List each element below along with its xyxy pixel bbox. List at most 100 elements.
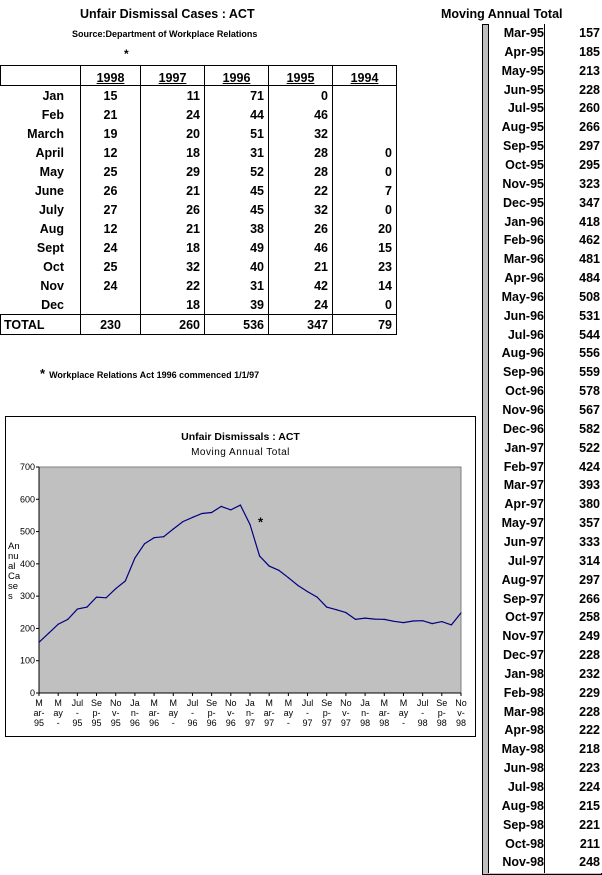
total-value: 347 bbox=[579, 195, 600, 210]
table-cell: 79 bbox=[332, 314, 397, 335]
list-item: May-98 218 bbox=[489, 740, 602, 759]
month-label: Jul-96 bbox=[507, 327, 544, 342]
data-point bbox=[239, 504, 242, 506]
table-cell: 24 bbox=[80, 238, 141, 257]
chart-title: Unfair Dismissals : ACT bbox=[181, 431, 300, 443]
footnote-text: Workplace Relations Act 1996 commenced 1… bbox=[49, 370, 260, 380]
table-cell: 20 bbox=[332, 219, 397, 238]
total-value: 213 bbox=[579, 63, 600, 78]
list-item: Nov-95 323 bbox=[489, 175, 602, 194]
total-value: 418 bbox=[579, 214, 600, 229]
table-cell: 46 bbox=[268, 238, 333, 257]
x-tick-label: Ja n-98 bbox=[360, 698, 370, 728]
y-tick-label: 0 bbox=[30, 688, 35, 698]
total-value: 323 bbox=[579, 176, 600, 191]
table-cell: 0 bbox=[332, 143, 397, 162]
month-label: Oct-95 bbox=[505, 157, 544, 172]
list-item: Jan-96 418 bbox=[489, 213, 602, 232]
month-label: March bbox=[27, 126, 64, 141]
list-item: Sep-98 221 bbox=[489, 816, 602, 835]
x-tick-label: No v-96 bbox=[225, 698, 237, 728]
list-item: Sep-97 266 bbox=[489, 590, 602, 609]
x-tick-label: Jul -98 bbox=[417, 698, 429, 728]
table-cell: 38 bbox=[204, 219, 269, 238]
list-item: Jul-95 260 bbox=[489, 99, 602, 118]
cases-table-body: Jan 15 11 71 0 Feb 21 24 44 46 March 19 20 51 32 April 1… bbox=[0, 85, 397, 335]
month-label: Dec bbox=[41, 297, 64, 312]
month-label: Apr-98 bbox=[504, 723, 544, 738]
month-label: Aug bbox=[39, 221, 64, 236]
month-label: Nov-98 bbox=[502, 855, 544, 870]
table-row: Dec 18 39 24 0 bbox=[1, 295, 397, 315]
list-item: Oct-97 258 bbox=[489, 608, 602, 627]
month-label: Jul-98 bbox=[507, 780, 544, 794]
list-item: Jun-98 223 bbox=[489, 759, 602, 778]
total-value: 297 bbox=[579, 572, 600, 587]
list-item: Aug-98 215 bbox=[489, 797, 602, 816]
table-cell: 23 bbox=[332, 257, 397, 276]
footnote: * Workplace Relations Act 1996 commenced … bbox=[40, 366, 259, 381]
data-point bbox=[297, 584, 299, 587]
month-label: Apr-95 bbox=[504, 44, 544, 59]
table-row: Oct 25 32 40 21 23 bbox=[1, 257, 397, 276]
month-label: Sept bbox=[36, 240, 64, 255]
month-label: Oct-96 bbox=[505, 384, 544, 399]
month-label: Nov-96 bbox=[502, 403, 544, 417]
total-value: 248 bbox=[579, 855, 600, 870]
total-value: 211 bbox=[579, 836, 600, 851]
table-cell: 18 bbox=[140, 238, 205, 257]
table-cell: 21 bbox=[80, 105, 141, 124]
header-year: 1994 bbox=[332, 65, 397, 86]
month-label: Feb-98 bbox=[503, 685, 544, 700]
data-point bbox=[374, 618, 376, 620]
month-label: May-97 bbox=[501, 516, 544, 531]
table-cell: 52 bbox=[204, 162, 269, 181]
month-label: Nov-95 bbox=[502, 176, 544, 191]
table-row: Nov 24 22 31 42 14 bbox=[1, 276, 397, 295]
header-year: 1996 bbox=[204, 65, 269, 86]
x-tick-label: Jul -97 bbox=[302, 698, 314, 728]
month-label: Aug-97 bbox=[501, 572, 544, 587]
table-cell: 7 bbox=[332, 181, 397, 200]
list-item: Nov-98 248 bbox=[489, 853, 602, 872]
total-value: 228 bbox=[579, 648, 600, 663]
data-point bbox=[354, 618, 357, 620]
table-cell: 230 bbox=[80, 314, 141, 335]
table-cell: 31 bbox=[204, 276, 269, 295]
data-point bbox=[450, 624, 453, 626]
table-cell bbox=[332, 105, 397, 124]
table-row: March 19 20 51 32 bbox=[1, 124, 397, 143]
y-tick-label: 100 bbox=[20, 656, 35, 666]
x-tick-label: Se p-95 bbox=[91, 698, 102, 728]
x-tick-label: Se p-96 bbox=[206, 698, 217, 728]
data-point bbox=[191, 516, 194, 518]
moving-total-list: Mar-95 157 Apr-95 185 May-95 213 Jun-95 228 Jul-… bbox=[488, 24, 602, 873]
month-label: Feb-96 bbox=[503, 233, 544, 248]
list-item: Feb-98 229 bbox=[489, 684, 602, 703]
table-cell: 0 bbox=[332, 295, 397, 315]
month-label: Nov bbox=[40, 278, 64, 293]
total-value: 223 bbox=[579, 761, 600, 776]
data-point bbox=[287, 577, 289, 579]
data-point bbox=[278, 569, 280, 571]
header-year: 1997 bbox=[140, 65, 205, 86]
list-item: Dec-95 347 bbox=[489, 194, 602, 213]
data-point bbox=[143, 543, 146, 545]
table-cell: 14 bbox=[332, 276, 397, 295]
month-label: Oct-97 bbox=[505, 610, 544, 625]
table-cell: 0 bbox=[268, 85, 333, 105]
plot-area bbox=[38, 466, 462, 694]
table-header-row: 1998 1997 1996 1995 1994 bbox=[0, 65, 397, 86]
list-item: Apr-97 380 bbox=[489, 495, 602, 514]
table-cell: 21 bbox=[140, 181, 205, 200]
table-row: Aug 12 21 38 26 20 bbox=[1, 219, 397, 238]
month-label: Mar-96 bbox=[503, 252, 544, 267]
total-value: 484 bbox=[579, 271, 600, 286]
data-point bbox=[57, 623, 59, 625]
data-point bbox=[441, 621, 443, 623]
